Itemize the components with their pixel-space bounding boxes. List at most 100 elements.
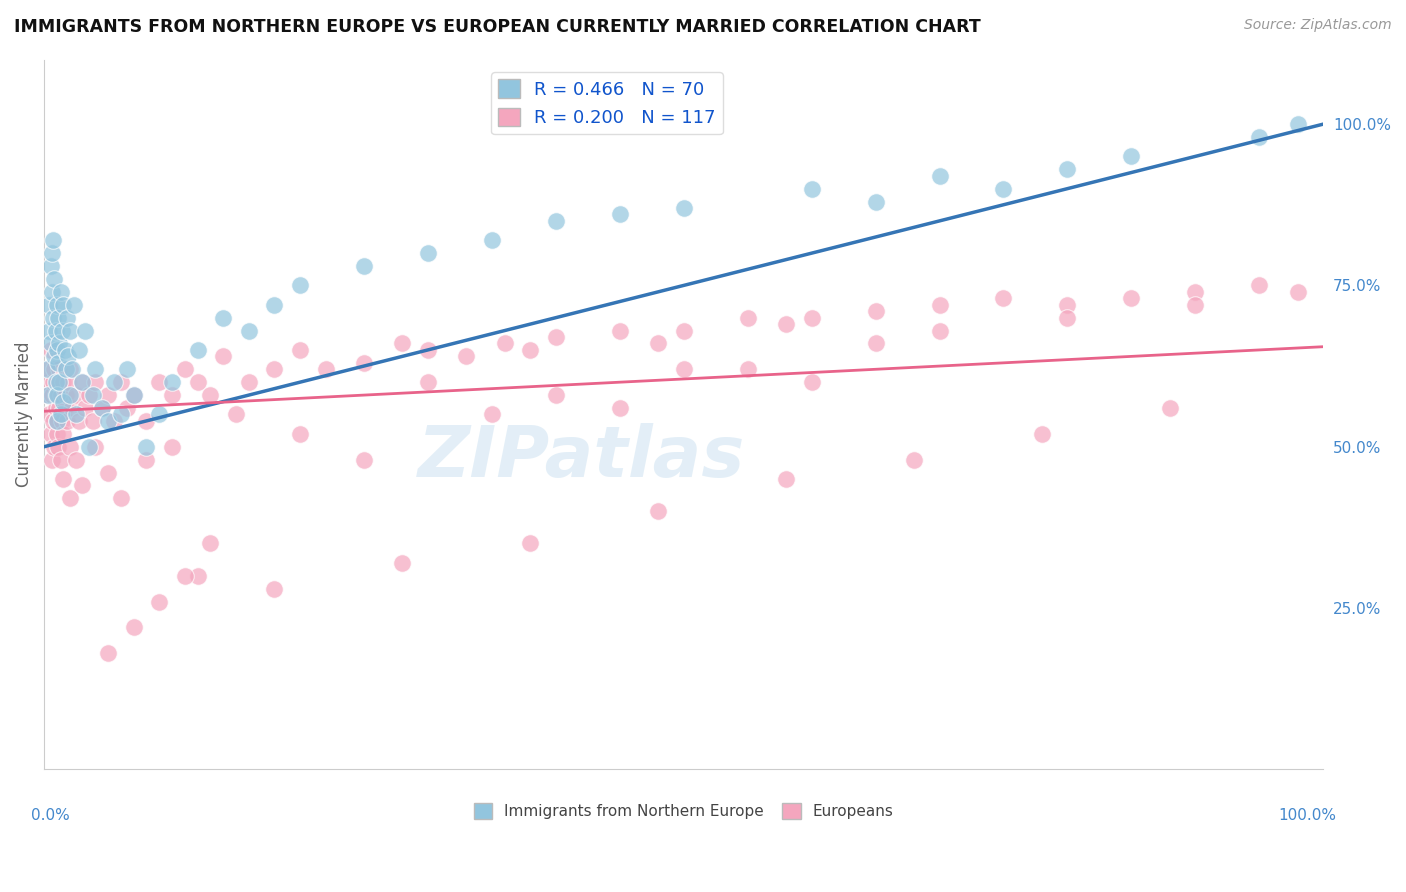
Point <box>38 298 60 312</box>
Point <box>544 214 567 228</box>
Text: Source: ZipAtlas.com: Source: ZipAtlas.com <box>1244 18 1392 32</box>
Point <box>37 388 59 402</box>
Point <box>263 298 285 312</box>
Point <box>59 440 82 454</box>
Point <box>263 582 285 596</box>
Point <box>800 181 823 195</box>
Point <box>135 440 157 454</box>
Point <box>494 336 516 351</box>
Point <box>865 336 887 351</box>
Text: 0.0%: 0.0% <box>31 808 70 823</box>
Point <box>77 440 100 454</box>
Point <box>263 362 285 376</box>
Point <box>481 233 503 247</box>
Point <box>212 350 235 364</box>
Point <box>609 324 631 338</box>
Point <box>45 375 67 389</box>
Point <box>212 310 235 325</box>
Point <box>59 491 82 506</box>
Point <box>200 536 222 550</box>
Point <box>42 375 65 389</box>
Point <box>122 620 145 634</box>
Point <box>44 272 66 286</box>
Point <box>416 375 439 389</box>
Point <box>1121 149 1143 163</box>
Point <box>52 472 75 486</box>
Point <box>51 324 73 338</box>
Point <box>800 375 823 389</box>
Point <box>775 317 797 331</box>
Point <box>45 343 67 357</box>
Point <box>928 324 950 338</box>
Point <box>42 310 65 325</box>
Point <box>160 440 183 454</box>
Point <box>122 388 145 402</box>
Point <box>865 304 887 318</box>
Point <box>45 426 67 441</box>
Point <box>55 362 77 376</box>
Point <box>90 401 112 415</box>
Point <box>1056 162 1078 177</box>
Point <box>59 362 82 376</box>
Point <box>45 324 67 338</box>
Point <box>56 310 79 325</box>
Y-axis label: Currently Married: Currently Married <box>15 342 32 487</box>
Point <box>97 646 120 660</box>
Point <box>90 401 112 415</box>
Point <box>39 259 62 273</box>
Point <box>544 330 567 344</box>
Point <box>48 401 70 415</box>
Point <box>110 408 132 422</box>
Point <box>97 388 120 402</box>
Point <box>73 324 96 338</box>
Point <box>45 414 67 428</box>
Point <box>44 362 66 376</box>
Point <box>160 375 183 389</box>
Point <box>865 194 887 209</box>
Point <box>672 362 695 376</box>
Point <box>65 388 87 402</box>
Point <box>993 291 1015 305</box>
Point <box>122 388 145 402</box>
Point <box>41 452 63 467</box>
Point <box>238 375 260 389</box>
Point <box>53 401 76 415</box>
Point <box>44 350 66 364</box>
Point <box>160 388 183 402</box>
Point <box>903 452 925 467</box>
Point <box>65 452 87 467</box>
Point <box>58 375 80 389</box>
Point <box>39 343 62 357</box>
Point <box>315 362 337 376</box>
Point <box>72 375 94 389</box>
Point <box>800 310 823 325</box>
Point <box>416 343 439 357</box>
Point <box>67 414 90 428</box>
Point <box>110 491 132 506</box>
Point <box>187 343 209 357</box>
Point <box>62 298 84 312</box>
Point <box>672 324 695 338</box>
Point <box>52 298 75 312</box>
Point <box>37 388 59 402</box>
Point <box>519 536 541 550</box>
Point <box>519 343 541 357</box>
Point <box>1184 285 1206 299</box>
Point <box>46 440 69 454</box>
Point <box>49 408 72 422</box>
Point <box>49 285 72 299</box>
Point <box>60 362 83 376</box>
Point <box>647 336 669 351</box>
Point <box>148 375 170 389</box>
Point <box>56 414 79 428</box>
Point <box>1121 291 1143 305</box>
Point <box>53 343 76 357</box>
Point <box>1286 285 1309 299</box>
Point <box>46 356 69 370</box>
Point <box>928 169 950 183</box>
Point <box>416 246 439 260</box>
Point <box>48 362 70 376</box>
Point <box>672 201 695 215</box>
Point <box>288 426 311 441</box>
Point <box>45 298 67 312</box>
